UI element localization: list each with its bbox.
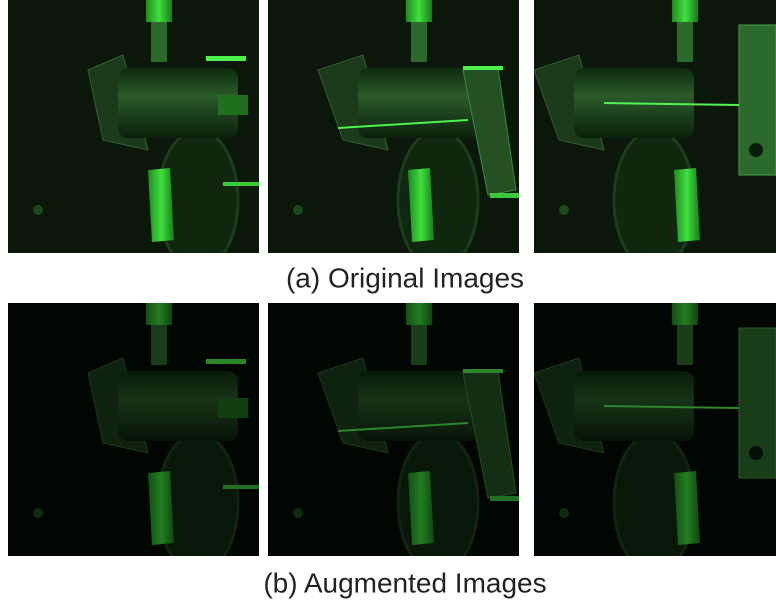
bolt xyxy=(33,205,43,215)
caption: (a) Original Images xyxy=(286,262,524,293)
laser-mark xyxy=(206,359,246,364)
cylinder xyxy=(358,68,478,138)
cylinder xyxy=(358,371,478,441)
block xyxy=(218,95,248,115)
fixture-top xyxy=(146,0,172,22)
laser-mark xyxy=(490,496,520,501)
bright-bar xyxy=(674,168,700,242)
fixture-stem xyxy=(151,325,167,365)
fixture-top xyxy=(672,303,698,325)
bright-bar xyxy=(148,168,174,242)
fixture-top xyxy=(146,303,172,325)
figure: (a) Original Images (b) Augmented Images xyxy=(0,0,776,604)
laser-mark xyxy=(223,485,259,489)
bolt xyxy=(749,446,763,460)
fixture-stem xyxy=(411,325,427,365)
bolt xyxy=(293,205,303,215)
photo xyxy=(268,0,520,270)
bright-bar xyxy=(408,471,434,545)
block xyxy=(218,398,248,418)
photo xyxy=(8,303,259,573)
bright-bar xyxy=(148,471,174,545)
photo xyxy=(268,303,520,573)
caption: (b) Augmented Images xyxy=(263,567,546,598)
photo xyxy=(8,0,259,270)
photo xyxy=(534,303,776,573)
bolt xyxy=(559,508,569,518)
fixture-top xyxy=(406,303,432,325)
bolt xyxy=(293,508,303,518)
photo xyxy=(534,0,776,270)
bolt xyxy=(559,205,569,215)
laser-mark xyxy=(463,66,503,70)
fixture-stem xyxy=(411,22,427,62)
laser-mark xyxy=(206,56,246,61)
fixture-stem xyxy=(677,325,693,365)
bright-bar xyxy=(674,471,700,545)
fixture-stem xyxy=(151,22,167,62)
fixture-top xyxy=(406,0,432,22)
laser-mark xyxy=(463,369,503,373)
fixture-stem xyxy=(677,22,693,62)
bright-bar xyxy=(408,168,434,242)
bolt xyxy=(749,143,763,157)
bolt xyxy=(33,508,43,518)
laser-mark xyxy=(223,182,259,186)
fixture-top xyxy=(672,0,698,22)
laser-mark xyxy=(490,193,520,198)
